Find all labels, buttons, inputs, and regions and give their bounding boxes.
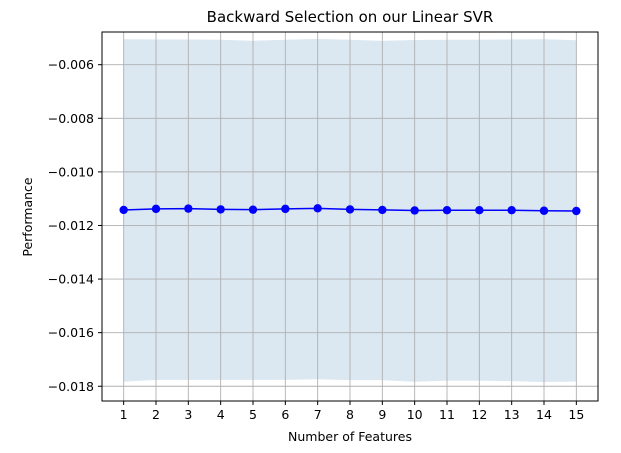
- x-tick-label: 6: [281, 407, 289, 422]
- data-point: [507, 206, 516, 215]
- y-tick-label: −0.006: [48, 57, 94, 72]
- data-point: [248, 205, 258, 214]
- data-point: [475, 206, 484, 215]
- x-tick-label: 10: [407, 407, 423, 422]
- y-tick-label: −0.014: [48, 272, 94, 287]
- x-tick-label: 12: [471, 407, 487, 422]
- data-point: [151, 204, 161, 214]
- y-tick-label: −0.010: [48, 164, 94, 179]
- data-point: [442, 206, 452, 215]
- x-tick-label: 8: [346, 407, 354, 422]
- x-tick-label: 1: [120, 407, 128, 422]
- data-point: [572, 206, 581, 216]
- x-tick-label: 5: [249, 407, 257, 422]
- y-tick-label: −0.016: [48, 325, 94, 340]
- x-tick-label: 14: [536, 407, 552, 422]
- chart-title: Backward Selection on our Linear SVR: [207, 8, 494, 26]
- x-tick-label: 15: [568, 407, 584, 422]
- plot-area: 1 2 3 4 5 6 7 8 9 10 11 12 13 14 15−0.018−0.016−0.014−…: [48, 31, 599, 422]
- data-point: [410, 206, 419, 215]
- data-point: [184, 204, 193, 213]
- x-tick-label: 13: [504, 407, 520, 422]
- data-point: [539, 206, 549, 215]
- x-tick-label: 3: [184, 407, 192, 422]
- axes-frame: [101, 31, 599, 402]
- data-point: [119, 205, 128, 215]
- data-point: [216, 205, 225, 214]
- data-point: [313, 204, 322, 213]
- y-tick-label: −0.008: [48, 111, 94, 126]
- x-tick-label: 2: [152, 407, 160, 422]
- x-tick-label: 4: [217, 407, 225, 422]
- y-tick-label: −0.012: [48, 218, 94, 233]
- x-axis-label: Number of Features: [288, 429, 412, 444]
- data-point: [281, 204, 290, 214]
- x-tick-label: 11: [439, 407, 455, 422]
- y-axis-label: Performance: [20, 177, 35, 257]
- x-tick-label: 7: [314, 407, 322, 422]
- x-tick-label: 9: [378, 407, 386, 422]
- data-point: [345, 205, 355, 214]
- data-point: [378, 205, 387, 215]
- y-tick-label: −0.018: [48, 379, 94, 394]
